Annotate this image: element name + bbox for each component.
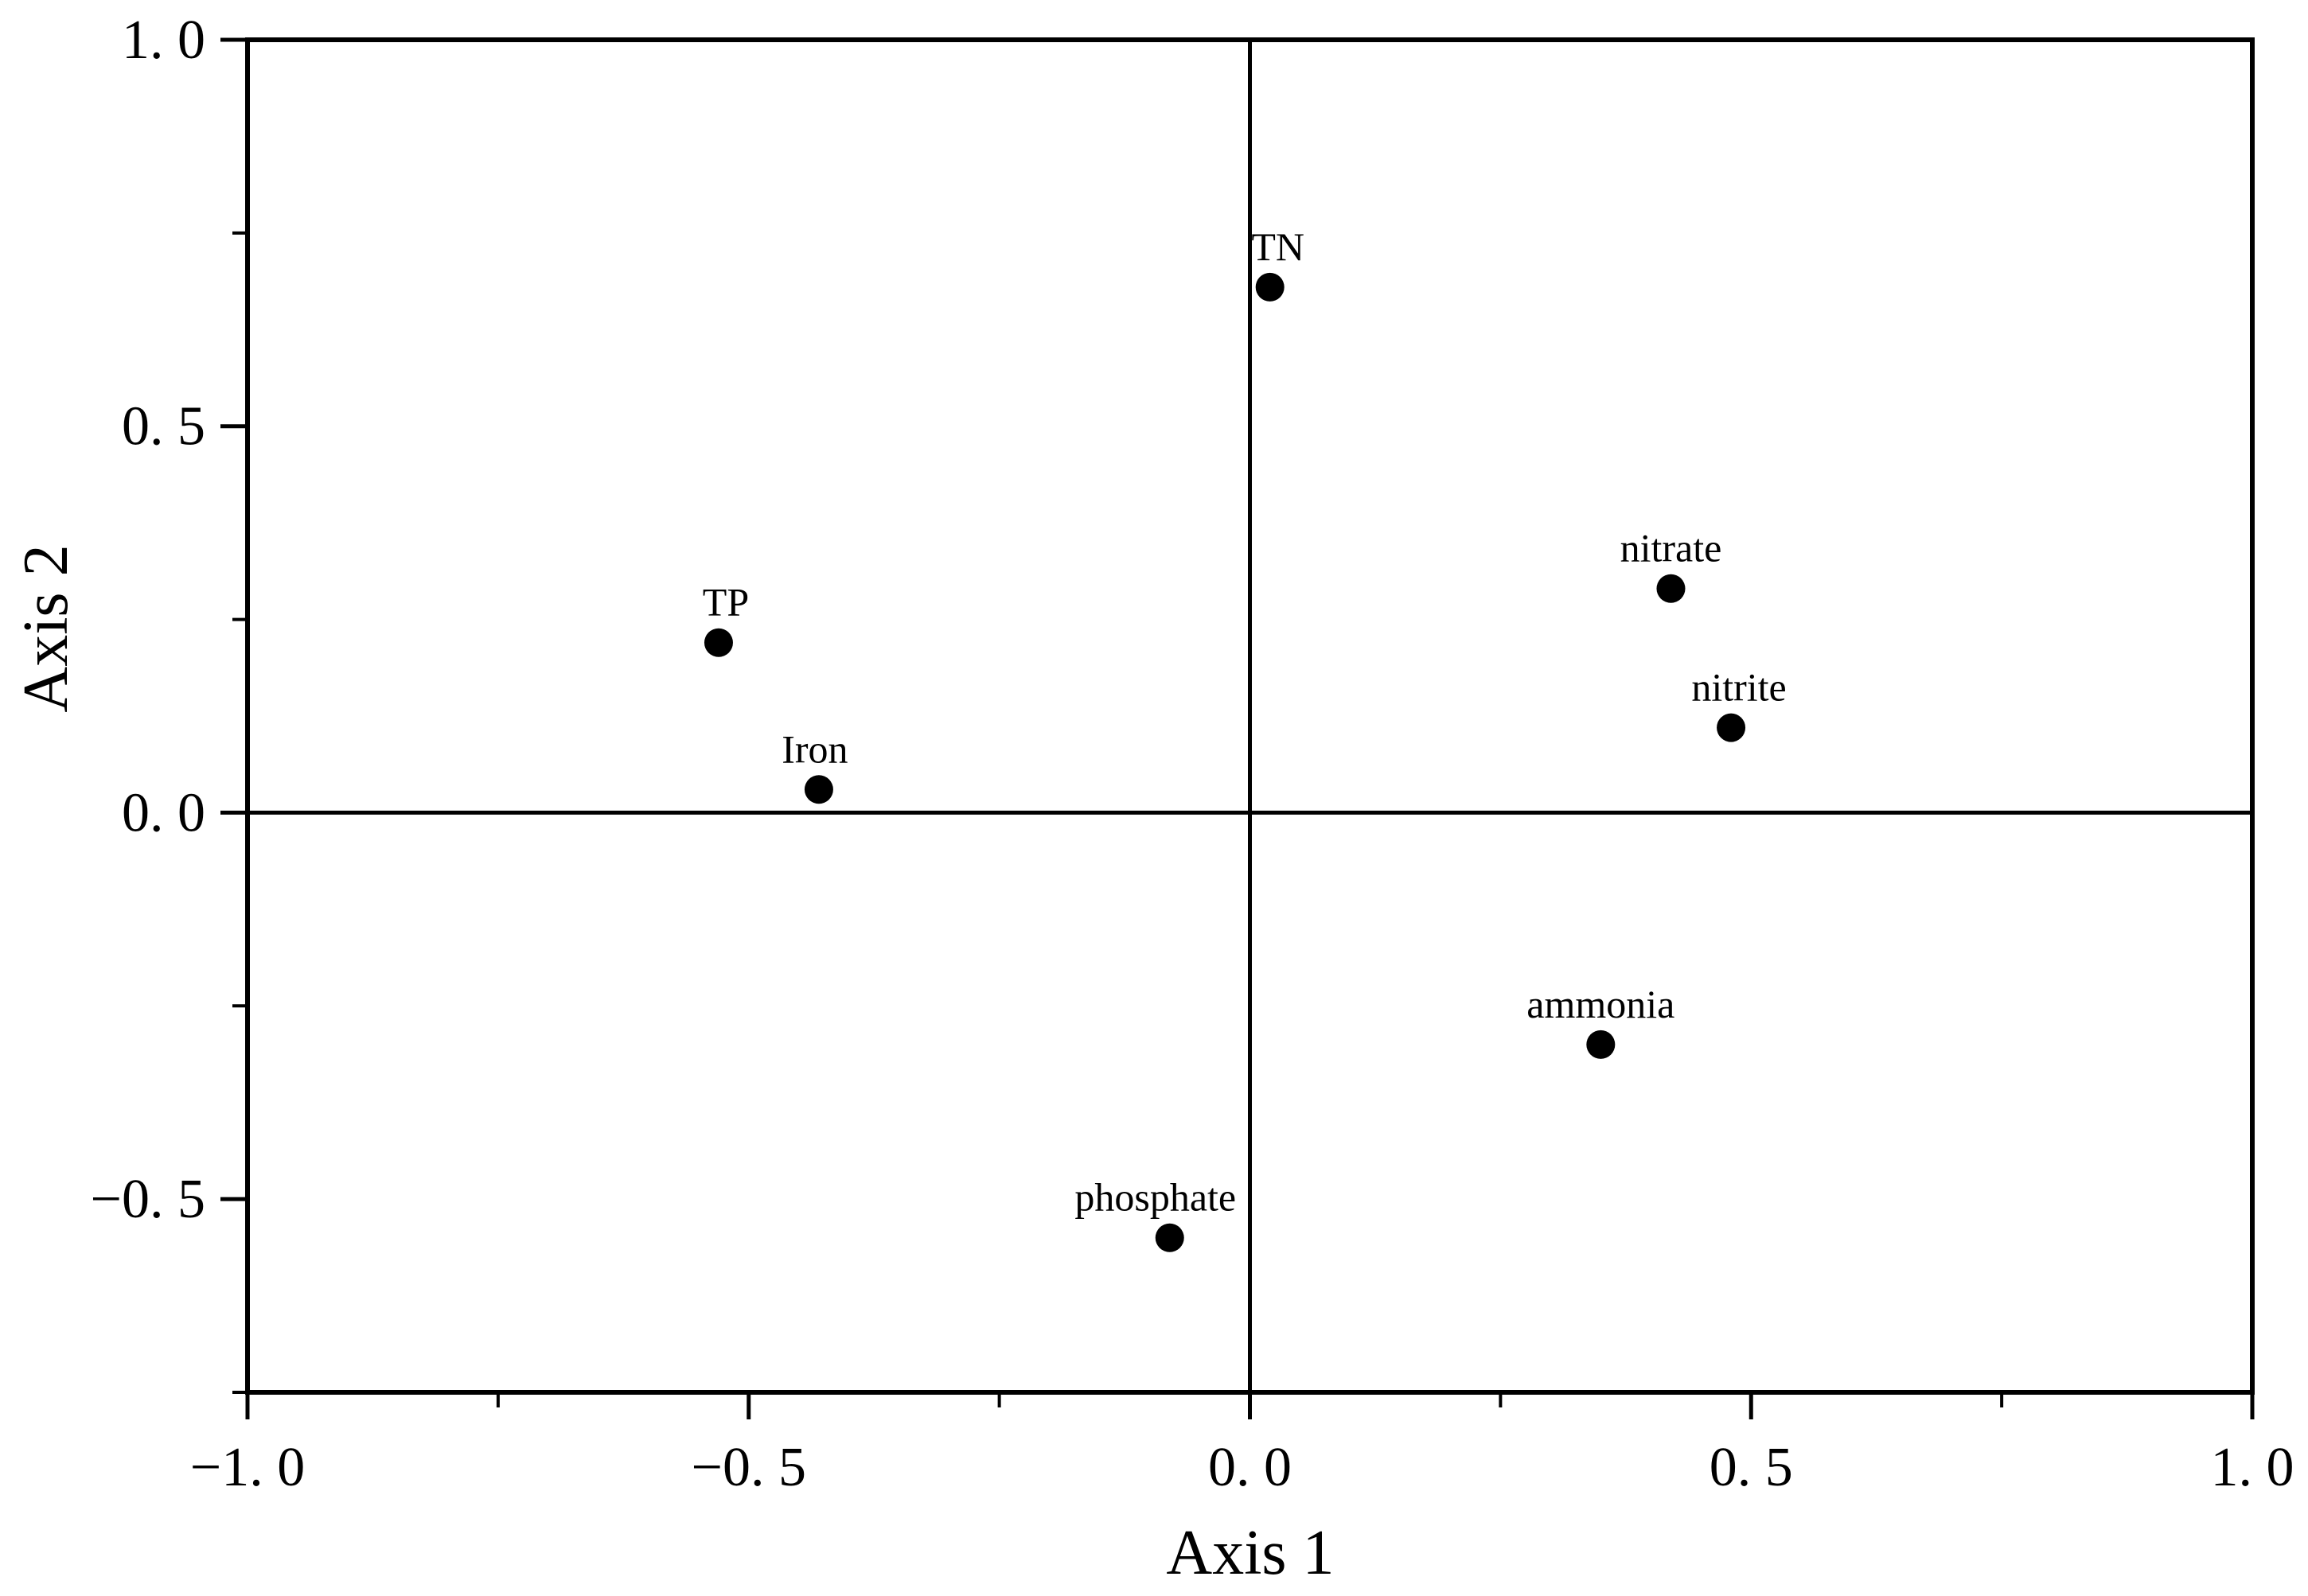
data-point	[1586, 1030, 1616, 1059]
data-point	[1255, 272, 1285, 302]
y-tick-label: 0. 5	[122, 396, 205, 457]
data-point-label: phosphate	[1074, 1175, 1236, 1220]
x-tick-label: 0. 5	[1710, 1437, 1793, 1498]
y-tick-label: −0. 5	[91, 1169, 205, 1230]
x-axis-title: Axis 1	[1166, 1518, 1334, 1588]
x-tick-label: 0. 0	[1208, 1437, 1292, 1498]
x-tick-label: −0. 5	[692, 1437, 806, 1498]
data-point-label: Iron	[782, 726, 848, 771]
data-point	[1656, 574, 1686, 603]
data-point-label: nitrate	[1620, 526, 1722, 570]
plot-frame	[245, 37, 2255, 1395]
data-point-label: TP	[703, 580, 749, 625]
x-tick-label: −1. 0	[190, 1437, 305, 1498]
data-point-label: TN	[1251, 224, 1304, 269]
x-tick-label: 1. 0	[2211, 1437, 2294, 1498]
data-point	[1717, 713, 1746, 742]
data-point-label: ammonia	[1526, 982, 1674, 1026]
y-tick-label: 0. 0	[122, 782, 205, 843]
data-point-label: nitrite	[1691, 665, 1786, 710]
y-axis-title: Axis 2	[11, 544, 81, 712]
y-tick-label: 1. 0	[122, 10, 205, 71]
data-point	[704, 628, 733, 657]
data-point	[804, 775, 833, 804]
data-point	[1155, 1223, 1184, 1252]
